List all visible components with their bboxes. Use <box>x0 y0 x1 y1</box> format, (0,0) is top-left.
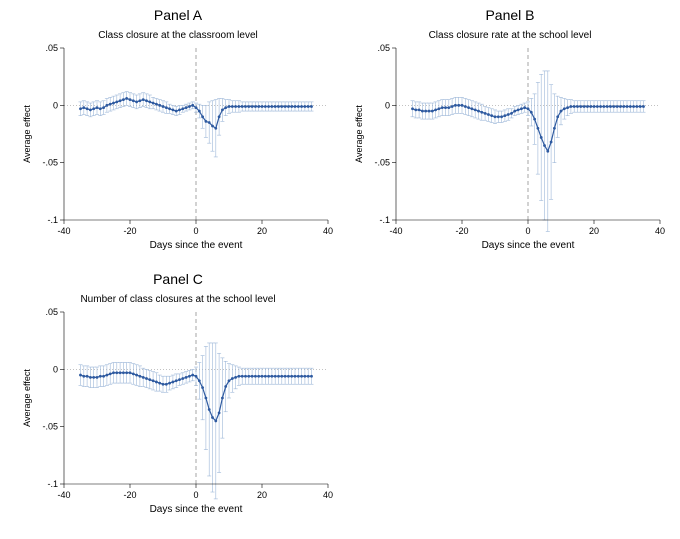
svg-text:-20: -20 <box>123 226 136 236</box>
svg-text:0: 0 <box>525 226 530 236</box>
y-axis: -.1 -.05 0 .05 <box>374 43 396 225</box>
chart-title: Number of class closures at the school l… <box>80 294 275 305</box>
x-axis-label: Days since the event <box>150 504 243 515</box>
svg-text:-.05: -.05 <box>42 422 58 432</box>
svg-text:-20: -20 <box>455 226 468 236</box>
svg-text:.05: .05 <box>45 307 58 317</box>
x-axis: -40 -20 0 20 40 <box>57 220 333 236</box>
x-axis-label: Days since the event <box>482 240 575 251</box>
svg-text:0: 0 <box>193 490 198 500</box>
figure: Panel A Class closure at the classroom le… <box>0 0 680 539</box>
y-axis-label: Average effect <box>354 105 364 163</box>
x-axis-label: Days since the event <box>150 240 243 251</box>
y-axis: -.1 -.05 0 .05 <box>42 307 64 489</box>
chart-title: Class closure rate at the school level <box>429 30 592 41</box>
y-axis-label: Average effect <box>22 105 32 163</box>
x-axis: -40 -20 0 20 40 <box>57 484 333 500</box>
panel-label: Panel C <box>153 271 203 287</box>
svg-text:0: 0 <box>53 364 58 374</box>
y-axis-label: Average effect <box>22 369 32 427</box>
svg-text:20: 20 <box>589 226 599 236</box>
svg-text:-40: -40 <box>389 226 402 236</box>
panel-a-svg: Panel A Class closure at the classroom le… <box>18 6 338 256</box>
x-axis: -40 -20 0 20 40 <box>389 220 665 236</box>
svg-text:-.05: -.05 <box>42 158 58 168</box>
panel-b: Panel B Class closure rate at the school … <box>350 6 670 256</box>
svg-text:-.1: -.1 <box>47 215 58 225</box>
svg-text:-.1: -.1 <box>379 215 390 225</box>
svg-text:0: 0 <box>385 100 390 110</box>
svg-text:40: 40 <box>655 226 665 236</box>
svg-text:.05: .05 <box>377 43 390 53</box>
svg-text:-.05: -.05 <box>374 158 390 168</box>
svg-text:-.1: -.1 <box>47 479 58 489</box>
svg-text:-40: -40 <box>57 226 70 236</box>
svg-text:40: 40 <box>323 226 333 236</box>
svg-text:40: 40 <box>323 490 333 500</box>
y-axis: -.1 -.05 0 .05 <box>42 43 64 225</box>
ci-bars <box>411 71 646 232</box>
panel-c-svg: Panel C Number of class closures at the s… <box>18 270 338 520</box>
panel-c: Panel C Number of class closures at the s… <box>18 270 338 520</box>
panel-b-svg: Panel B Class closure rate at the school … <box>350 6 670 256</box>
svg-text:0: 0 <box>53 100 58 110</box>
svg-text:0: 0 <box>193 226 198 236</box>
svg-text:20: 20 <box>257 226 267 236</box>
panel-label: Panel B <box>485 7 534 23</box>
panel-label: Panel A <box>154 7 203 23</box>
chart-title: Class closure at the classroom level <box>98 30 258 41</box>
svg-text:.05: .05 <box>45 43 58 53</box>
panel-a: Panel A Class closure at the classroom le… <box>18 6 338 256</box>
svg-text:-40: -40 <box>57 490 70 500</box>
svg-text:20: 20 <box>257 490 267 500</box>
svg-text:-20: -20 <box>123 490 136 500</box>
